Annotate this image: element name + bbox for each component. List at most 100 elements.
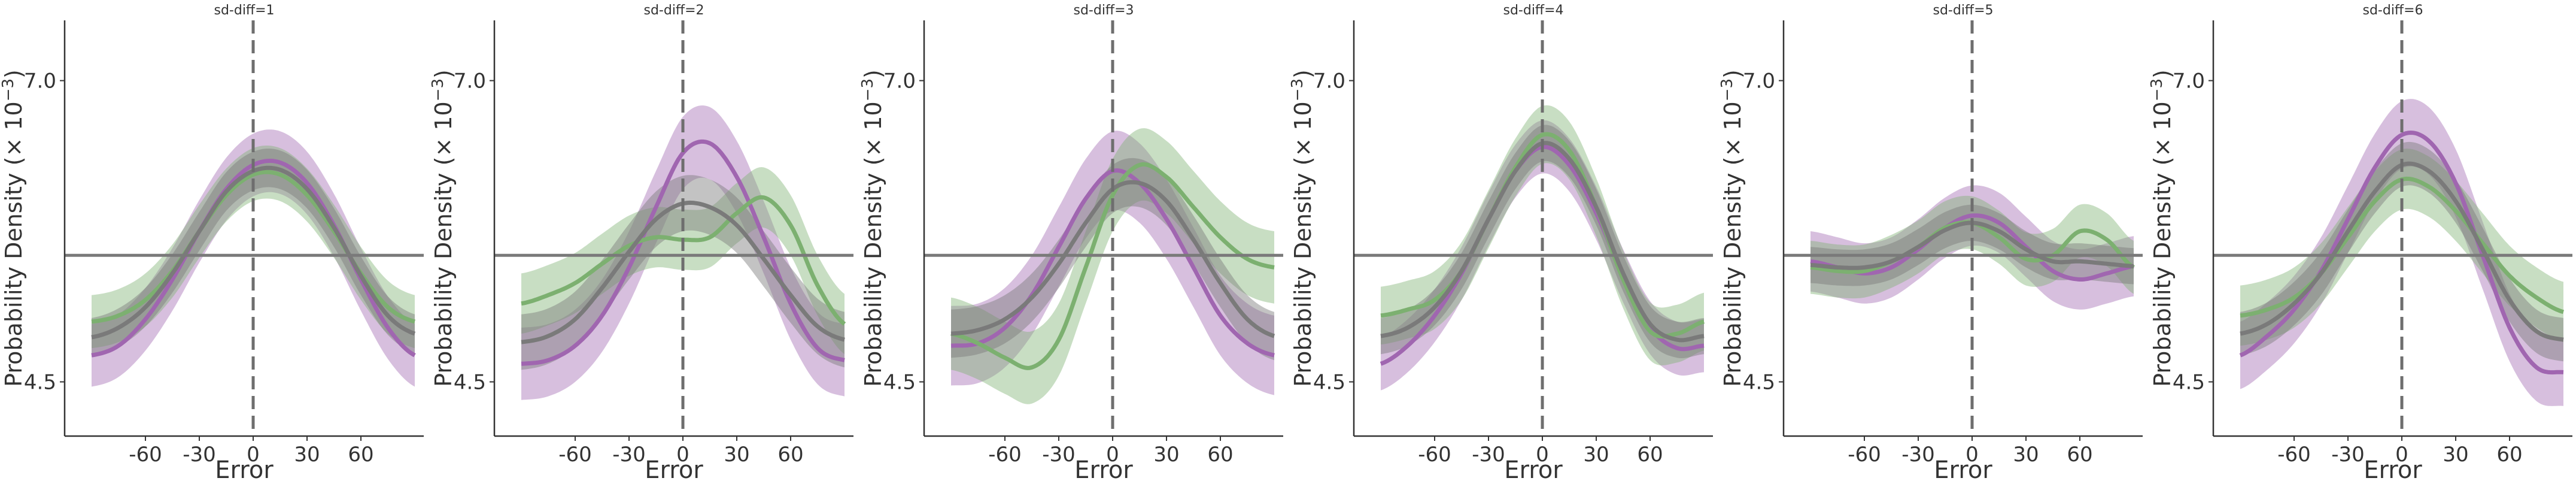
y-tick-label: 7.0 — [2173, 69, 2205, 93]
x-tick-label: 60 — [777, 443, 803, 467]
panel-title: sd-diff=3 — [1073, 3, 1134, 18]
y-tick-label: 7.0 — [454, 69, 486, 93]
panel-4: sd-diff=4 -60 -30 0 30 60 4.5 7.0 Error Probabili… — [1289, 3, 1713, 484]
band-gray-series — [951, 158, 1274, 361]
panel-title: sd-diff=5 — [1933, 3, 1993, 18]
y-tick-label: 4.5 — [24, 370, 56, 394]
y-axis-label-close: ) — [860, 69, 886, 78]
x-tick-label: -60 — [1848, 443, 1881, 467]
y-tick-label: 4.5 — [1743, 370, 1775, 394]
y-axis-label-exponent: −3 — [429, 78, 447, 101]
y-tick-label: 4.5 — [1313, 370, 1345, 394]
y-tick-label: 4.5 — [883, 370, 916, 394]
panel-title: sd-diff=1 — [214, 3, 274, 18]
line-green-series — [950, 162, 1275, 370]
y-axis-label-main: Probability Density (× 10 — [2149, 101, 2176, 387]
x-tick-label: -60 — [129, 443, 162, 467]
panel-title: sd-diff=2 — [643, 3, 704, 18]
band-purple-series — [1381, 120, 1704, 391]
x-tick-label: -60 — [1418, 443, 1451, 467]
y-axis-label-close: ) — [1720, 69, 1746, 78]
x-axis-label: Error — [215, 456, 274, 484]
x-axis-label: Error — [1074, 456, 1133, 484]
y-tick-label: 7.0 — [1313, 69, 1345, 93]
y-axis-label: Probability Density (× 10−3) — [1289, 69, 1316, 387]
y-axis-label-main: Probability Density (× 10 — [1290, 101, 1316, 387]
x-tick-label: -30 — [183, 443, 216, 467]
y-axis-label: Probability Density (× 10−3) — [2148, 69, 2176, 387]
band-green-series — [951, 128, 1274, 404]
y-axis-label-exponent: −3 — [2148, 78, 2166, 101]
y-axis-label: Probability Density (× 10−3) — [859, 69, 886, 387]
band-green-series — [1381, 105, 1704, 365]
y-axis-label: Probability Density (× 10−3) — [1718, 69, 1746, 387]
x-tick-label: -60 — [558, 443, 592, 467]
x-tick-label: 60 — [1207, 443, 1233, 467]
y-tick-label: 7.0 — [883, 69, 916, 93]
band-green-series — [92, 146, 415, 349]
band-green-series — [2240, 149, 2563, 346]
y-axis-label-main: Probability Density (× 10 — [1720, 101, 1746, 387]
y-axis-label-close: ) — [430, 69, 457, 78]
line-purple-series — [2239, 131, 2564, 375]
x-tick-label: 30 — [724, 443, 749, 467]
panel-6: sd-diff=6 -60 -30 0 30 60 4.5 7.0 Error Probabili… — [2148, 3, 2572, 484]
x-tick-label: 0 — [247, 443, 260, 467]
x-tick-label: 30 — [2013, 443, 2039, 467]
x-tick-label: -30 — [2331, 443, 2365, 467]
x-axis-label: Error — [1504, 456, 1563, 484]
line-green-series — [1380, 132, 1705, 339]
x-tick-label: 60 — [2067, 443, 2092, 467]
panel-2: sd-diff=2 -60 -30 0 30 60 4.5 7.0 Error Probabili… — [429, 3, 853, 484]
x-tick-label: -60 — [2277, 443, 2311, 467]
line-purple-series — [1810, 213, 2134, 282]
y-axis-label-exponent: −3 — [1718, 78, 1736, 101]
band-purple-series — [951, 131, 1274, 395]
y-axis-label-exponent: −3 — [1289, 78, 1307, 101]
x-tick-label: 30 — [1153, 443, 1179, 467]
panel-3: sd-diff=3 -60 -30 0 30 60 4.5 7.0 Error Probabili… — [859, 3, 1283, 484]
panel-title: sd-diff=4 — [1503, 3, 1563, 18]
line-purple-series — [521, 139, 845, 366]
panel-5: sd-diff=5 -60 -30 0 30 60 4.5 7.0 Error Probabili… — [1718, 3, 2143, 484]
x-tick-label: -30 — [1472, 443, 1505, 467]
x-tick-label: -30 — [612, 443, 646, 467]
y-axis-label-close: ) — [1, 69, 27, 78]
x-tick-label: 60 — [1637, 443, 1663, 467]
y-tick-label: 4.5 — [2173, 370, 2205, 394]
x-tick-label: 0 — [676, 443, 689, 467]
x-tick-label: 60 — [348, 443, 373, 467]
x-tick-label: 0 — [1536, 443, 1549, 467]
y-axis-label-exponent: −3 — [0, 78, 17, 101]
y-axis-label: Probability Density (× 10−3) — [429, 69, 457, 387]
x-tick-label: 60 — [2496, 443, 2522, 467]
x-tick-label: -30 — [1042, 443, 1076, 467]
band-purple-series — [521, 105, 845, 400]
y-axis-label-exponent: −3 — [859, 78, 877, 101]
y-tick-label: 7.0 — [24, 69, 56, 93]
y-tick-label: 7.0 — [1743, 69, 1775, 93]
x-tick-label: 0 — [1966, 443, 1979, 467]
x-tick-label: 30 — [2443, 443, 2468, 467]
panel-1: sd-diff=1 -60 -30 0 30 60 4.5 7.0 Error Probabili… — [0, 3, 424, 484]
x-axis-label: Error — [645, 456, 703, 484]
x-tick-label: 0 — [2395, 443, 2408, 467]
y-axis-label-main: Probability Density (× 10 — [1, 101, 27, 387]
y-axis-label-main: Probability Density (× 10 — [430, 101, 457, 387]
y-axis-label: Probability Density (× 10−3) — [0, 69, 27, 387]
band-gray-series — [521, 175, 845, 370]
x-axis-label: Error — [2364, 456, 2422, 484]
y-axis-label-close: ) — [2149, 69, 2176, 78]
panel-title: sd-diff=6 — [2362, 3, 2423, 18]
x-tick-label: 0 — [1106, 443, 1119, 467]
band-purple-series — [1811, 185, 2134, 310]
x-axis-label: Error — [1934, 456, 1992, 484]
y-tick-label: 4.5 — [454, 370, 486, 394]
y-axis-label-close: ) — [1290, 69, 1316, 78]
x-tick-label: -30 — [1901, 443, 1935, 467]
y-axis-label-main: Probability Density (× 10 — [860, 101, 886, 387]
x-tick-label: -60 — [988, 443, 1022, 467]
x-tick-label: 30 — [294, 443, 320, 467]
x-tick-label: 30 — [1583, 443, 1609, 467]
